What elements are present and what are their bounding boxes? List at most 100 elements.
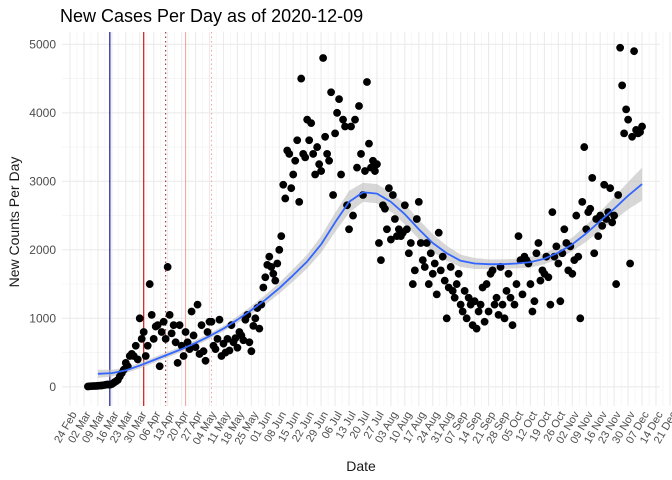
data-point [422, 239, 431, 247]
data-point [506, 293, 515, 302]
data-point [249, 321, 258, 330]
data-point [404, 249, 413, 258]
data-point [183, 338, 192, 347]
data-point [173, 358, 182, 367]
data-point [317, 167, 326, 175]
data-point [327, 88, 335, 97]
data-point [554, 259, 563, 268]
data-point [512, 280, 521, 288]
data-point [440, 276, 449, 285]
data-point [261, 273, 270, 282]
data-point [351, 115, 359, 124]
data-point [458, 307, 467, 316]
data-point [462, 314, 471, 323]
x-axis-title: Date [346, 458, 376, 474]
chart-title: New Cases Per Day as of 2020-12-09 [60, 6, 363, 26]
data-point [574, 252, 583, 261]
data-point [243, 310, 252, 319]
data-point [215, 315, 224, 324]
data-point [534, 239, 543, 247]
y-tick-label: 1000 [29, 311, 56, 325]
data-point [588, 174, 597, 182]
data-point [191, 343, 200, 351]
data-point [135, 314, 144, 323]
data-point [207, 317, 216, 326]
data-point [381, 204, 389, 213]
data-point [305, 136, 314, 145]
data-point [251, 314, 260, 323]
data-point [179, 352, 188, 360]
data-point [528, 307, 537, 316]
data-point [309, 150, 318, 158]
data-point [536, 276, 545, 285]
data-point [141, 352, 150, 360]
data-point [484, 307, 493, 316]
data-point [502, 287, 511, 295]
data-point [388, 191, 397, 199]
data-point [257, 300, 266, 309]
data-point [504, 269, 513, 278]
data-point [345, 225, 353, 234]
data-point [532, 249, 541, 258]
data-point [153, 321, 162, 330]
data-point [335, 95, 343, 104]
data-point [269, 269, 278, 278]
y-tick-label: 2000 [29, 243, 56, 257]
data-point [470, 297, 479, 306]
data-point [544, 273, 553, 282]
data-point [402, 225, 411, 234]
data-point [247, 347, 256, 356]
data-point [361, 167, 369, 175]
data-point [211, 345, 220, 354]
data-point [576, 314, 585, 323]
data-point [400, 201, 409, 210]
data-point [245, 338, 254, 347]
data-point [155, 362, 164, 371]
data-point [139, 328, 148, 336]
data-point [149, 334, 158, 343]
data-point [500, 314, 509, 323]
data-point [275, 245, 284, 254]
data-point [628, 132, 636, 141]
data-point [416, 239, 425, 247]
data-point [414, 197, 423, 206]
data-point [323, 150, 332, 158]
smooth-line [97, 183, 643, 375]
data-point [171, 338, 180, 347]
data-point [353, 163, 361, 172]
data-point [434, 228, 443, 237]
data-point [337, 170, 345, 179]
data-point [255, 324, 264, 333]
data-point [524, 259, 533, 268]
data-point [594, 232, 603, 241]
data-point [448, 287, 457, 295]
data-point [163, 263, 172, 271]
smooth-trend-line [97, 183, 643, 375]
data-point [371, 167, 379, 175]
data-point [147, 310, 156, 319]
data-point [432, 290, 441, 299]
data-point [456, 300, 465, 309]
data-point [408, 280, 417, 288]
data-point [608, 218, 617, 227]
data-point [301, 153, 310, 162]
data-point [418, 256, 427, 264]
data-point [548, 208, 557, 217]
data-point [622, 105, 631, 114]
data-point [133, 355, 142, 364]
data-point [341, 122, 349, 131]
data-point [568, 269, 577, 278]
data-point [175, 321, 184, 330]
data-point [464, 293, 473, 302]
data-point [375, 239, 383, 247]
data-point [614, 191, 623, 199]
data-point [223, 334, 232, 343]
y-tick-label: 4000 [29, 106, 56, 120]
data-point [518, 290, 527, 299]
data-point [626, 259, 634, 268]
data-point [311, 170, 320, 179]
data-point [287, 184, 296, 193]
data-point [203, 328, 212, 336]
data-point [514, 232, 523, 241]
data-point [560, 225, 569, 234]
